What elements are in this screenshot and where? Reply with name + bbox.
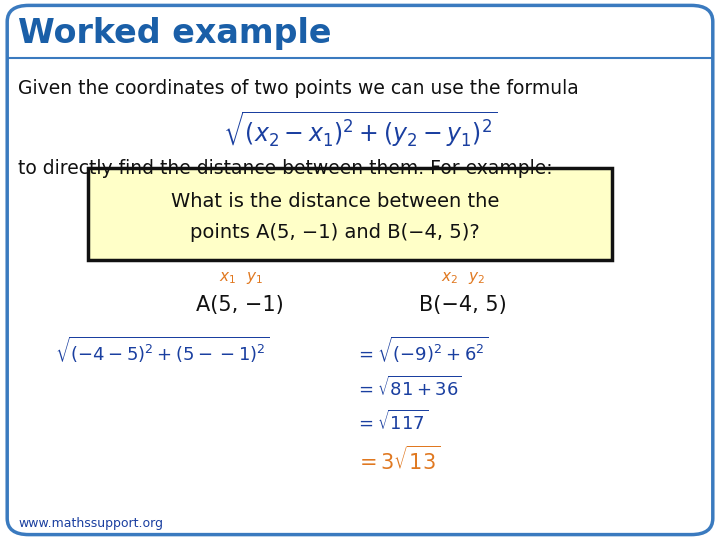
FancyBboxPatch shape bbox=[88, 168, 612, 260]
Text: $= \sqrt{(-9)^2+6^2}$: $= \sqrt{(-9)^2+6^2}$ bbox=[355, 335, 488, 365]
Text: $y_1$: $y_1$ bbox=[246, 270, 264, 286]
Text: points A(5, −1) and B(−4, 5)?: points A(5, −1) and B(−4, 5)? bbox=[190, 224, 480, 242]
Text: $\sqrt{(x_2 - x_1)^2 + (y_2 - y_1)^2}$: $\sqrt{(x_2 - x_1)^2 + (y_2 - y_1)^2}$ bbox=[222, 110, 498, 150]
FancyBboxPatch shape bbox=[7, 5, 713, 535]
Text: $x_2$: $x_2$ bbox=[441, 270, 459, 286]
Text: Worked example: Worked example bbox=[18, 17, 331, 51]
Text: $= \sqrt{117}$: $= \sqrt{117}$ bbox=[355, 410, 428, 434]
Text: to directly find the distance between them. For example:: to directly find the distance between th… bbox=[18, 159, 553, 178]
Text: $= 3\sqrt{13}$: $= 3\sqrt{13}$ bbox=[355, 446, 440, 474]
Text: $y_2$: $y_2$ bbox=[469, 270, 485, 286]
Text: What is the distance between the: What is the distance between the bbox=[171, 192, 499, 212]
Text: $x_1$: $x_1$ bbox=[220, 270, 237, 286]
Text: $\sqrt{(-4-5)^2+(5--1)^2}$: $\sqrt{(-4-5)^2+(5--1)^2}$ bbox=[55, 335, 269, 365]
Text: B(−4, 5): B(−4, 5) bbox=[419, 295, 507, 315]
Text: $= \sqrt{81+36}$: $= \sqrt{81+36}$ bbox=[355, 376, 462, 400]
Text: Given the coordinates of two points we can use the formula: Given the coordinates of two points we c… bbox=[18, 78, 579, 98]
Text: A(5, −1): A(5, −1) bbox=[196, 295, 284, 315]
Text: www.mathssupport.org: www.mathssupport.org bbox=[18, 517, 163, 530]
